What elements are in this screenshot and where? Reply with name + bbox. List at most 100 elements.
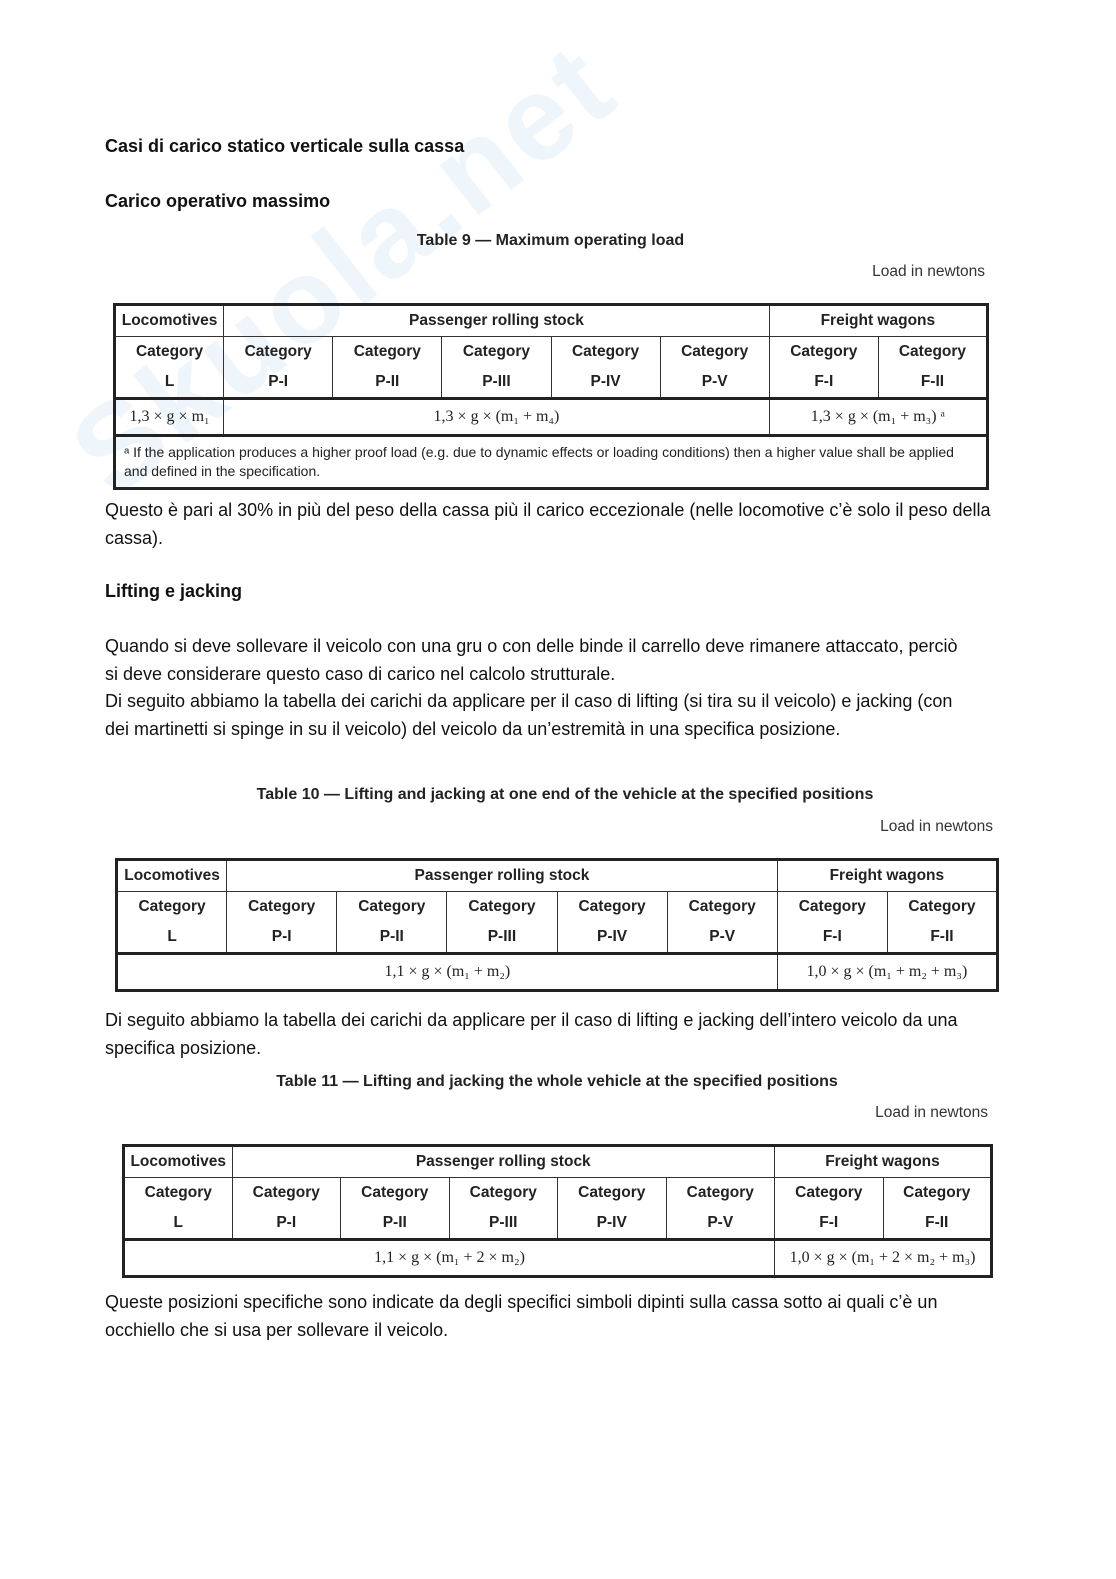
category-header: Category L [113,336,225,399]
section-heading: Casi di carico statico verticale sulla c… [105,136,465,156]
subsection-heading: Lifting e jacking [105,581,243,601]
category-header: Category F-II [877,336,989,399]
category-code: P-III [487,928,517,945]
category-label: Category [686,1184,754,1201]
category-header: Category P-V [666,891,778,954]
category-code: F-I [822,928,842,945]
category-code: P-II [379,928,404,945]
category-label: Category [252,1184,320,1201]
load-formula: 1,1 × g × (m₁ + 2 × m₂) [123,1238,775,1277]
group-header: Passenger rolling stock [231,1145,775,1178]
table9-title: Table 9 — Maximum operating load [416,232,685,249]
table9-unit: Load in newtons [872,263,985,280]
category-label: Category [358,898,426,915]
category-label: Category [798,898,866,915]
category-header: Category P-II [336,891,448,954]
category-code: F-I [819,1214,839,1231]
load-formula: 1,0 × g × (m₁ + m₂ + m₃) [776,952,999,991]
category-label: Category [353,343,421,360]
table-footnote: ᵃ If the application produces a higher p… [114,434,988,489]
group-header: Locomotives [113,304,225,337]
category-row: Category L Category P-I Category P-II Category… [113,336,989,399]
category-code: P-I [276,1214,297,1231]
category-header: Category F-II [886,891,999,954]
category-header: Category F-I [776,891,888,954]
table11: Locomotives Passenger rolling stock Freigh… [122,1144,993,1278]
category-code: P-IV [596,1214,627,1231]
category-code: P-II [375,373,400,390]
category-header: Category P-II [332,336,443,399]
paragraph: Questo è pari al 30% in più del peso del… [105,500,991,548]
category-code: P-V [701,373,728,390]
category-code: P-V [709,928,736,945]
table11-unit: Load in newtons [875,1104,988,1121]
category-code: L [173,1214,183,1231]
category-code: F-I [814,373,834,390]
category-header: Category L [115,891,228,954]
load-formula: 1,3 × g × m₁ [113,397,225,436]
category-label: Category [248,898,316,915]
category-code: L [164,373,175,390]
category-row: Category L Category P-I Category P-II Category… [115,891,999,954]
category-header: Category P-III [448,1177,558,1240]
category-code: F-II [920,373,945,390]
subsection-heading: Carico operativo massimo [105,191,331,211]
category-label: Category [144,1184,212,1201]
group-header-row: Locomotives Passenger rolling stock Freigh… [123,1145,992,1178]
category-label: Category [361,1184,429,1201]
group-header: Freight wagons [768,304,989,337]
table10-unit: Load in newtons [880,818,993,835]
formula-row: 1,3 × g × m₁ 1,3 × g × (m₁ + m₄) 1,3 × g ×… [113,397,989,436]
category-label: Category [138,898,206,915]
category-label: Category [578,898,646,915]
category-label: Category [795,1184,863,1201]
category-code: P-IV [590,373,621,390]
category-header: Category P-IV [556,891,668,954]
group-header: Freight wagons [776,859,999,892]
category-label: Category [468,898,536,915]
category-label: Category [244,343,312,360]
table10: Locomotives Passenger rolling stock Freigh… [115,858,999,992]
category-header: Category F-II [882,1177,992,1240]
group-header: Locomotives [115,859,228,892]
category-header: Category P-III [441,336,552,399]
category-label: Category [903,1184,971,1201]
category-code: P-IV [596,928,628,945]
paragraph: Queste posizioni specifiche sono indicat… [105,1292,938,1340]
category-label: Category [790,343,858,360]
category-header: Category P-V [659,336,770,399]
category-code: P-I [271,928,292,945]
table11-title: Table 11 — Lifting and jacking the whole… [276,1073,838,1090]
table9: Locomotives Passenger rolling stock Freigh… [113,303,989,490]
category-code: P-V [707,1214,734,1231]
category-header: Category P-I [223,336,334,399]
group-header-row: Locomotives Passenger rolling stock Freigh… [113,304,989,337]
category-header: Category F-I [768,336,879,399]
load-formula: 1,3 × g × (m₁ + m₃) ᵃ [768,397,989,436]
category-label: Category [571,343,640,360]
category-header: Category L [123,1177,233,1240]
paragraph: Quando si deve sollevare il veicolo con … [105,636,958,684]
category-code: L [167,928,177,945]
category-header: Category F-I [774,1177,884,1240]
category-header: Category P-III [446,891,558,954]
category-label: Category [688,898,756,915]
category-header: Category P-I [231,1177,341,1240]
category-code: P-II [382,1214,407,1231]
formula-row: 1,1 × g × (m₁ + m₂) 1,0 × g × (m₁ + m₂ + … [116,952,999,991]
category-label: Category [462,343,531,360]
category-label: Category [681,343,749,360]
category-code: F-II [930,928,954,945]
category-label: Category [908,898,976,915]
group-header: Passenger rolling stock [223,304,770,337]
table10-title: Table 10 — Lifting and jacking at one en… [256,786,874,803]
load-formula: 1,3 × g × (m₁ + m₄) [223,397,770,436]
category-header: Category P-V [665,1177,775,1240]
footnote-row: ᵃ If the application produces a higher p… [114,434,988,489]
category-row: Category L Category P-I Category P-II Category… [123,1177,992,1240]
load-formula: 1,1 × g × (m₁ + m₂) [116,952,778,991]
category-header: Category P-IV [550,336,661,399]
category-label: Category [135,343,204,360]
group-header-row: Locomotives Passenger rolling stock Freigh… [115,859,999,892]
category-code: P-I [268,373,289,390]
